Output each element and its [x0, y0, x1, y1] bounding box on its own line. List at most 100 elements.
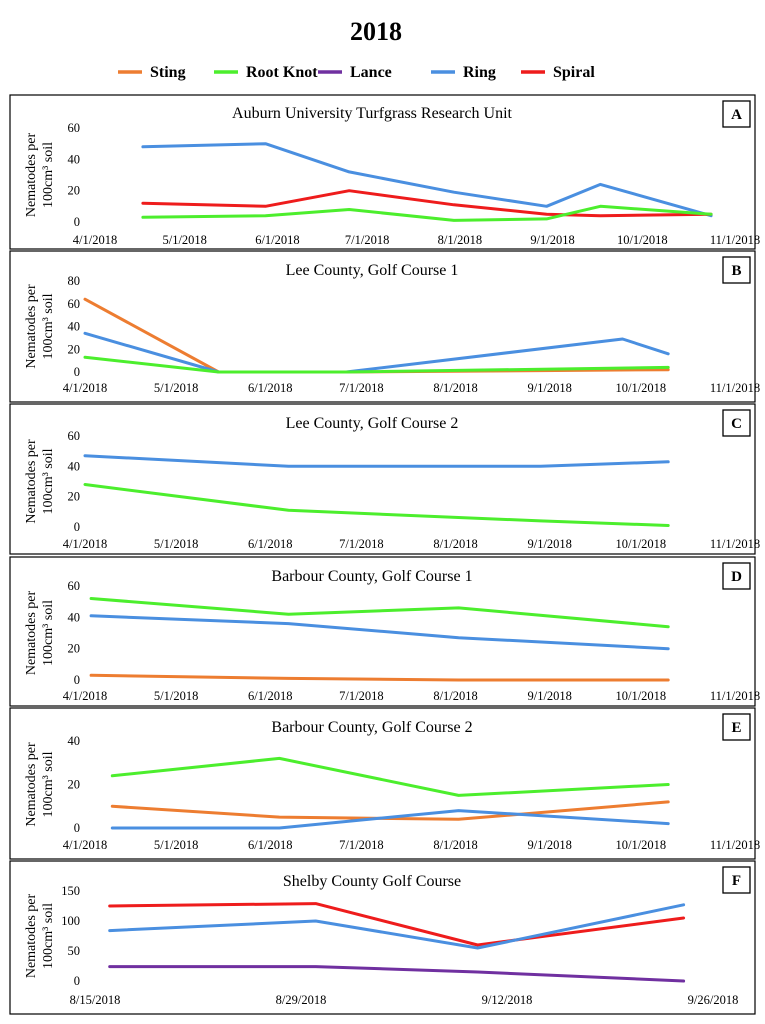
legend-label-root-knot: Root Knot — [246, 64, 318, 81]
panel-frame — [9, 707, 756, 860]
x-tick-label: 9/1/2018 — [527, 381, 571, 395]
x-tick-label: 5/1/2018 — [162, 233, 206, 247]
y-tick-label: 0 — [74, 974, 80, 988]
x-tick-label: 4/1/2018 — [63, 381, 107, 395]
x-tick-label: 9/1/2018 — [527, 537, 571, 551]
x-tick-label: 9/1/2018 — [530, 233, 574, 247]
chart-panel-a: Auburn University Turfgrass Research Uni… — [9, 94, 760, 250]
series-line-sting — [89, 673, 670, 682]
series-line-root-knot — [110, 756, 670, 797]
x-tick-label: 6/1/2018 — [248, 537, 292, 551]
x-tick-label: 5/1/2018 — [154, 381, 198, 395]
panel-letter: A — [731, 107, 742, 123]
y-tick-label: 0 — [74, 821, 80, 835]
panel-title: Lee County, Golf Course 2 — [286, 415, 459, 432]
y-axis-label: Nematodes per 100cm³ soil — [24, 742, 56, 827]
x-tick-label: 7/1/2018 — [339, 381, 383, 395]
x-tick-label: 9/1/2018 — [527, 689, 571, 703]
series-line-root-knot — [83, 355, 670, 374]
x-tick-label: 11/1/2018 — [710, 838, 760, 852]
legend-label-sting: Sting — [150, 64, 186, 81]
x-tick-label: 10/1/2018 — [615, 537, 666, 551]
y-axis-label: Nematodes per 100cm³ soil — [24, 132, 56, 217]
panel-frame — [9, 403, 756, 555]
y-tick-label: 60 — [68, 429, 81, 443]
series-line-spiral — [108, 902, 686, 947]
panel-letter-box — [722, 100, 751, 128]
y-tick-label: 100 — [61, 914, 80, 928]
figure-title: 2018 — [350, 17, 402, 46]
y-tick-label: 0 — [74, 215, 80, 229]
chart-panel-b: Lee County, Golf Course 1 B Nematodes per 1… — [9, 250, 760, 403]
panel-frame — [9, 860, 756, 1015]
y-tick-label: 40 — [68, 610, 81, 624]
x-tick-label: 7/1/2018 — [339, 537, 383, 551]
x-tick-label: 8/1/2018 — [433, 537, 477, 551]
x-tick-label: 6/1/2018 — [248, 381, 292, 395]
x-tick-label: 8/15/2018 — [70, 993, 121, 1007]
x-tick-label: 4/1/2018 — [63, 689, 107, 703]
panel-letter-box — [722, 562, 751, 590]
x-tick-label: 7/1/2018 — [339, 689, 383, 703]
series-line-root-knot — [141, 204, 713, 222]
y-axis-label: Nematodes per 100cm³ soil — [24, 284, 56, 369]
x-tick-label: 7/1/2018 — [339, 838, 383, 852]
y-tick-label: 60 — [68, 297, 81, 311]
y-tick-label: 20 — [68, 184, 81, 198]
y-tick-label: 60 — [68, 121, 81, 135]
y-tick-label: 20 — [68, 778, 81, 792]
legend-label-lance: Lance — [350, 64, 392, 81]
x-tick-label: 11/1/2018 — [710, 537, 760, 551]
y-tick-label: 40 — [68, 152, 81, 166]
x-tick-label: 8/1/2018 — [433, 381, 477, 395]
x-tick-label: 11/1/2018 — [710, 381, 760, 395]
y-tick-label: 0 — [74, 673, 80, 687]
series-line-sting — [83, 297, 670, 374]
x-tick-label: 9/1/2018 — [527, 838, 571, 852]
x-tick-label: 5/1/2018 — [154, 689, 198, 703]
y-tick-label: 40 — [68, 734, 81, 748]
series-line-root-knot — [83, 483, 670, 527]
panel-letter-box — [722, 866, 751, 894]
x-tick-label: 9/26/2018 — [688, 993, 739, 1007]
x-tick-label: 4/1/2018 — [63, 537, 107, 551]
y-tick-label: 150 — [61, 884, 80, 898]
x-tick-label: 8/1/2018 — [438, 233, 482, 247]
panel-frame — [9, 556, 756, 707]
panel-title: Barbour County, Golf Course 2 — [271, 719, 472, 736]
x-tick-label: 7/1/2018 — [345, 233, 389, 247]
panel-letter-box — [722, 256, 751, 284]
y-axis-label: Nematodes per 100cm³ soil — [24, 590, 56, 675]
x-tick-label: 4/1/2018 — [63, 838, 107, 852]
series-line-lance — [108, 965, 686, 983]
y-tick-label: 20 — [68, 342, 81, 356]
series-line-spiral — [141, 189, 713, 218]
x-tick-label: 6/1/2018 — [248, 689, 292, 703]
chart-panel-c: Lee County, Golf Course 2 C Nematodes per 1… — [9, 403, 760, 555]
x-tick-label: 8/1/2018 — [433, 689, 477, 703]
chart-panel-f: Shelby County Golf Course F Nematodes per 1… — [9, 860, 756, 1015]
x-tick-label: 4/1/2018 — [73, 233, 117, 247]
legend-label-ring: Ring — [463, 64, 496, 81]
y-axis-label: Nematodes per 100cm³ soil — [24, 893, 56, 978]
x-tick-label: 11/1/2018 — [710, 233, 760, 247]
y-tick-label: 60 — [68, 579, 81, 593]
panel-letter: C — [731, 416, 742, 432]
panel-title: Barbour County, Golf Course 1 — [271, 568, 472, 585]
panel-letter: D — [731, 569, 742, 585]
y-tick-label: 40 — [68, 320, 81, 334]
series-line-ring — [110, 809, 670, 830]
x-tick-label: 8/29/2018 — [276, 993, 327, 1007]
series-line-ring — [141, 142, 713, 218]
x-tick-label: 9/12/2018 — [482, 993, 533, 1007]
chart-panel-d: Barbour County, Golf Course 1 D Nematodes … — [9, 556, 760, 707]
x-tick-label: 11/1/2018 — [710, 689, 760, 703]
y-tick-label: 0 — [74, 365, 80, 379]
panel-title: Shelby County Golf Course — [283, 873, 461, 890]
y-tick-label: 20 — [68, 642, 81, 656]
panel-frame — [9, 94, 756, 250]
x-tick-label: 5/1/2018 — [154, 838, 198, 852]
y-tick-label: 80 — [68, 274, 81, 288]
x-tick-label: 5/1/2018 — [154, 537, 198, 551]
